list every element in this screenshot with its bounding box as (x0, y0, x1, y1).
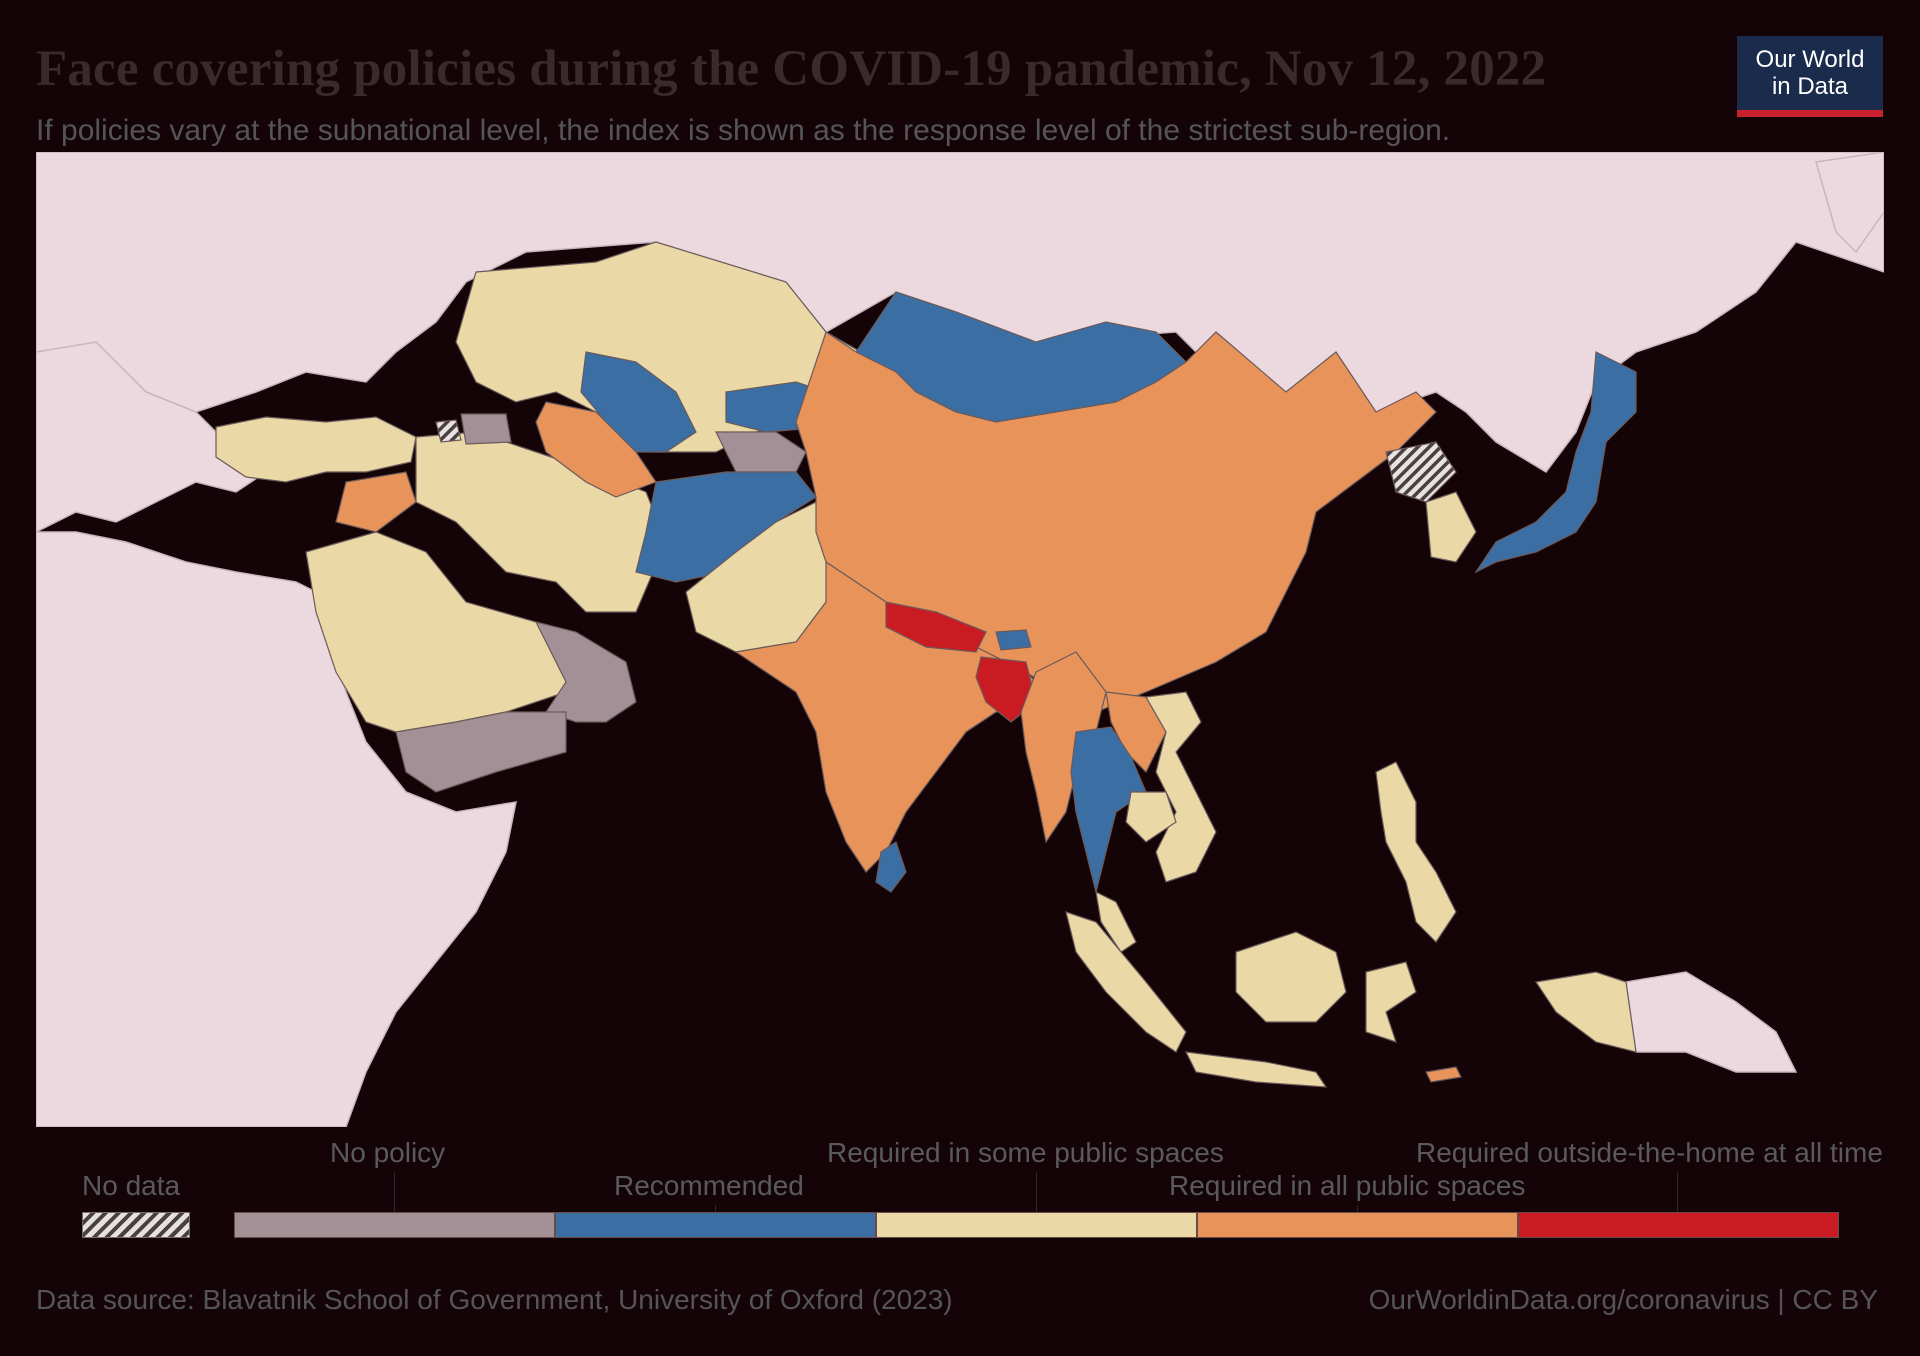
logo-line-1: Our World (1755, 46, 1865, 73)
country-philippines[interactable] (1375, 761, 1457, 943)
legend-label-recommended: Recommended (614, 1170, 804, 1201)
footer-link[interactable]: OurWorldinData.org/coronavirus | CC BY (1368, 1284, 1878, 1315)
country-south-korea[interactable] (1425, 491, 1477, 563)
country-north-korea[interactable] (1385, 441, 1457, 503)
owid-logo[interactable]: Our World in Data (1737, 36, 1883, 117)
legend-label-all-public: Required in all public spaces (1169, 1170, 1526, 1201)
logo-line-2: in Data (1771, 73, 1849, 100)
country-myanmar[interactable] (1020, 651, 1107, 844)
country-nepal[interactable] (885, 601, 987, 653)
country-yemen[interactable] (395, 711, 567, 793)
country-thailand[interactable] (1070, 726, 1147, 893)
legend-tick-some-public (1036, 1172, 1037, 1212)
choropleth-map[interactable] (36, 152, 1884, 1127)
country-cambodia[interactable] (1125, 791, 1177, 843)
country-bhutan[interactable] (995, 629, 1032, 651)
legend-bar-all-public[interactable] (1197, 1212, 1518, 1238)
legend-label-some-public: Required in some public spaces (827, 1137, 1224, 1168)
data-source: Data source: Blavatnik School of Governm… (36, 1284, 953, 1315)
country-indonesia-papua[interactable] (1534, 971, 1637, 1053)
country-azerbaijan[interactable] (460, 413, 512, 445)
country-armenia[interactable] (435, 419, 462, 443)
country-turkey[interactable] (215, 416, 417, 483)
country-indonesia-borneo[interactable] (1235, 931, 1347, 1023)
country-timor-leste[interactable] (1425, 1066, 1462, 1083)
country-japan[interactable] (1474, 351, 1637, 574)
country-indonesia-sulawesi[interactable] (1365, 961, 1417, 1043)
legend-bar-at-all-times[interactable] (1518, 1212, 1839, 1238)
country-vietnam[interactable] (1145, 691, 1217, 883)
legend-tick-at-all-times (1677, 1172, 1678, 1212)
land-no-info (36, 152, 1884, 1127)
country-syria[interactable] (335, 471, 417, 533)
country-uzbekistan[interactable] (580, 351, 697, 453)
country-bangladesh[interactable] (975, 656, 1037, 723)
legend-tick-no-policy (394, 1172, 395, 1212)
country-indonesia-sumatra[interactable] (1065, 911, 1187, 1053)
legend-label-at-all-times: Required outside-the-home at all time (1416, 1137, 1883, 1168)
legend-label-no-data: No data (82, 1170, 181, 1201)
legend-tick-recommended (715, 1205, 716, 1213)
country-malaysia[interactable] (1095, 890, 1137, 953)
legend-bar-some-public[interactable] (876, 1212, 1197, 1238)
legend-swatch-no-data[interactable] (82, 1212, 190, 1238)
country-oman[interactable] (534, 621, 637, 723)
chart-title: Face covering policies during the COVID-… (36, 41, 1547, 97)
country-indonesia-java[interactable] (1184, 1051, 1328, 1088)
legend-bar-no-policy[interactable] (234, 1212, 555, 1238)
legend-bar-recommended[interactable] (555, 1212, 876, 1238)
country-sri-lanka[interactable] (875, 841, 907, 893)
chart-subtitle: If policies vary at the subnational leve… (36, 114, 1451, 147)
legend-tick-all-public (1357, 1205, 1358, 1213)
country-turkmenistan[interactable] (535, 401, 657, 498)
legend-label-no-policy: No policy (330, 1137, 446, 1168)
country-saudi-arabia[interactable] (305, 531, 577, 733)
